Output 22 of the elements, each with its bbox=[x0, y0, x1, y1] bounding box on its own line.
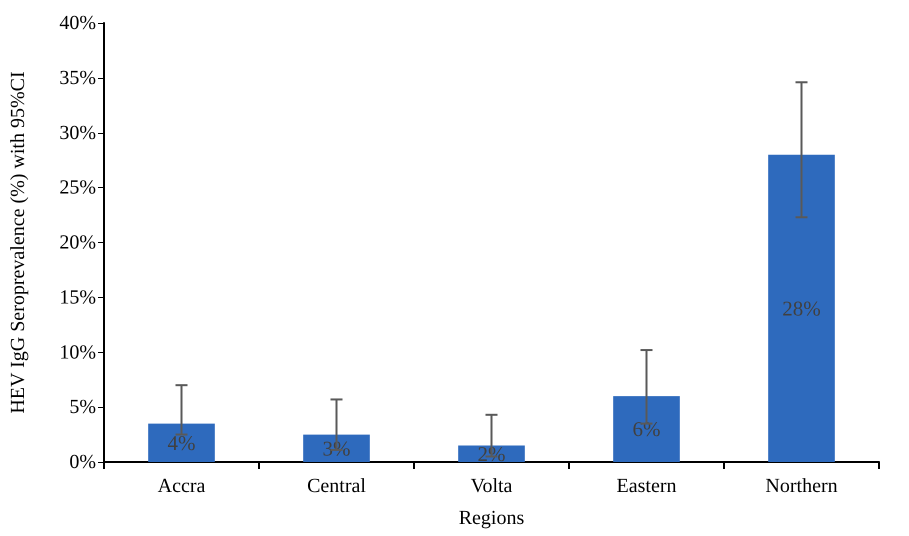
y-tick-label: 35% bbox=[59, 66, 96, 89]
x-tick-label: Volta bbox=[470, 475, 513, 497]
y-tick-label: 25% bbox=[59, 176, 96, 199]
bar bbox=[148, 424, 215, 462]
x-tick-label: Northern bbox=[765, 475, 838, 497]
y-tick-label: 20% bbox=[59, 232, 96, 254]
y-tick-label: 10% bbox=[59, 341, 96, 364]
y-tick-label: 0% bbox=[69, 451, 96, 473]
x-tick-label: Central bbox=[307, 475, 366, 497]
data-label: 4% bbox=[168, 430, 196, 455]
bar bbox=[613, 396, 680, 462]
y-tick-label: 15% bbox=[59, 286, 96, 308]
x-tick-label: Accra bbox=[158, 475, 206, 497]
y-tick-label: 40% bbox=[59, 12, 96, 34]
bar bbox=[768, 154, 835, 462]
y-tick-label: 30% bbox=[59, 122, 96, 144]
x-tick-label: Eastern bbox=[616, 475, 676, 497]
y-tick-label: 5% bbox=[69, 396, 96, 418]
data-label: 28% bbox=[782, 296, 821, 320]
y-axis-title: HEV IgG Seroprevalence (%) with 95%CI bbox=[7, 71, 29, 414]
x-axis-title: Regions bbox=[458, 507, 524, 529]
bar bbox=[303, 434, 370, 462]
